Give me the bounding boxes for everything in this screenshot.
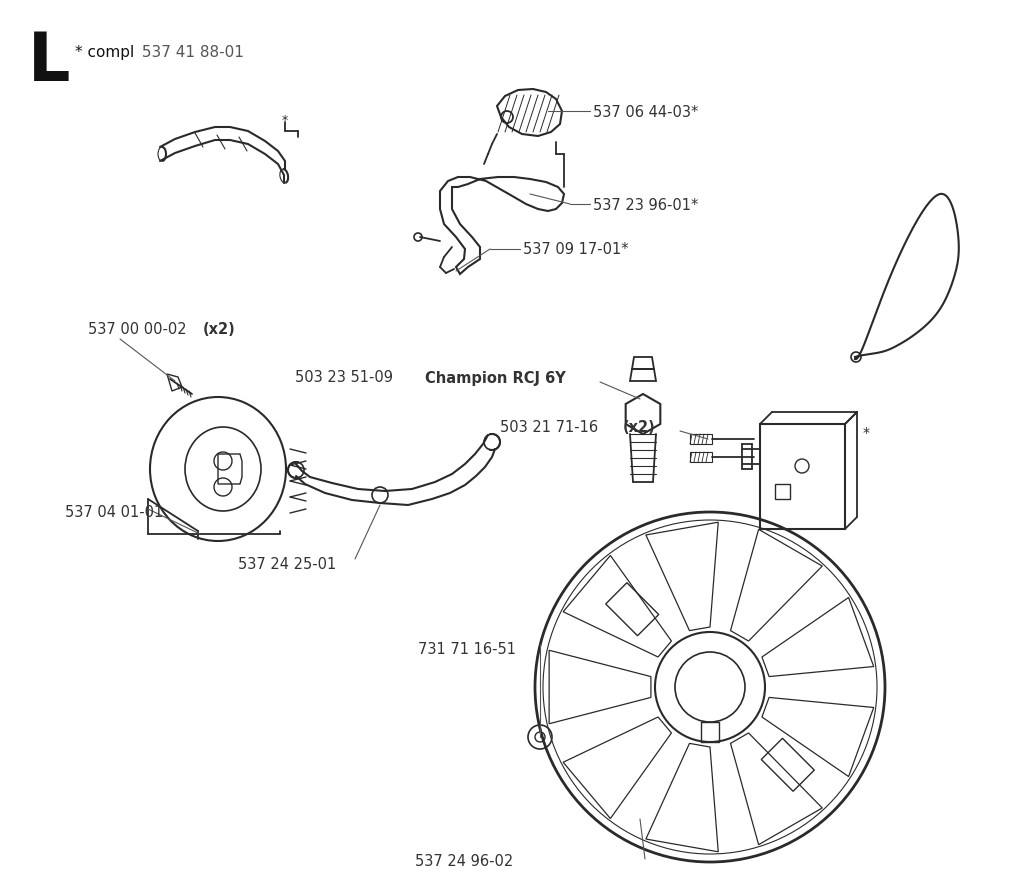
Text: 503 23 51-09: 503 23 51-09 [295,370,397,385]
Text: L: L [28,29,71,95]
Text: *: * [282,113,288,127]
Text: 537 04 01-01: 537 04 01-01 [65,505,163,520]
Text: (x2): (x2) [623,420,655,435]
Text: * compl: * compl [75,44,134,59]
Text: 537 06 44-03*: 537 06 44-03* [593,105,698,120]
Text: *: * [863,425,870,439]
Text: 537 24 25-01: 537 24 25-01 [238,557,336,571]
Text: 731 71 16-51: 731 71 16-51 [418,641,516,657]
Text: 503 21 71-16: 503 21 71-16 [500,420,603,435]
Text: 537 00 00-02: 537 00 00-02 [88,323,191,337]
Text: 537 09 17-01*: 537 09 17-01* [523,242,629,257]
Text: 537 23 96-01*: 537 23 96-01* [593,198,698,213]
Text: 537 24 96-02: 537 24 96-02 [415,853,513,868]
Text: Champion RCJ 6Y: Champion RCJ 6Y [425,370,565,385]
Text: 537 41 88-01: 537 41 88-01 [137,44,244,59]
Text: (x2): (x2) [203,323,236,337]
